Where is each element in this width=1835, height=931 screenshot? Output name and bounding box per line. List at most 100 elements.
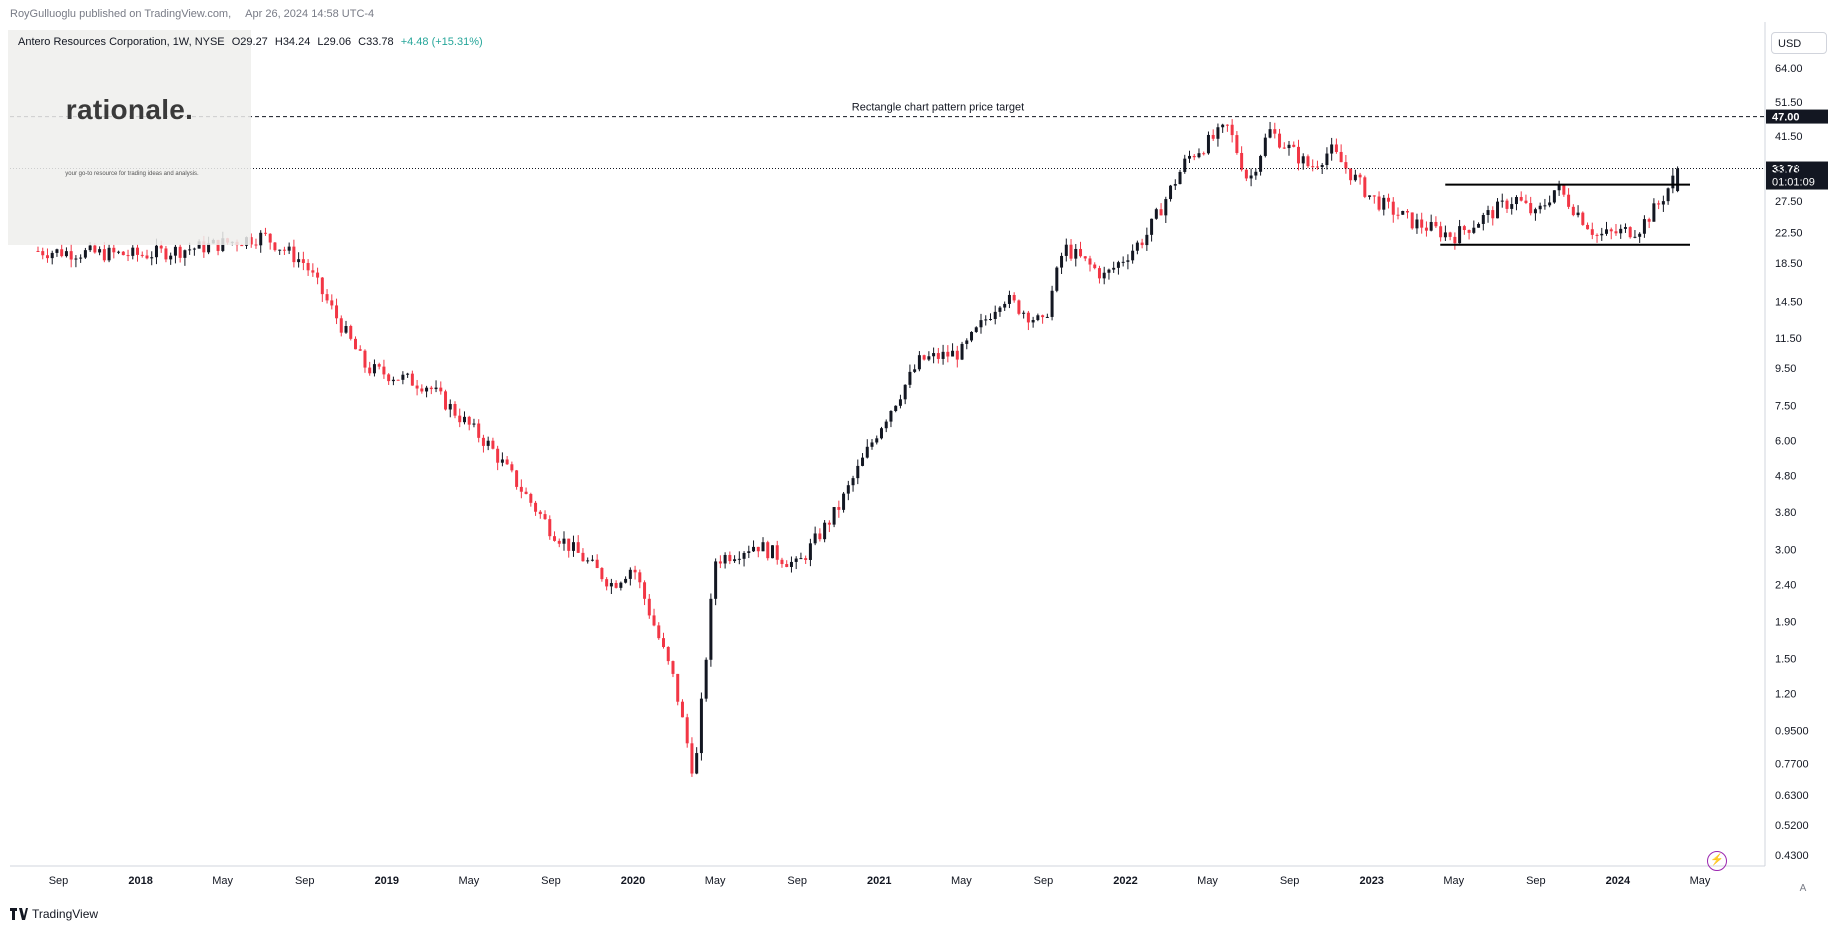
candle-body (1221, 124, 1225, 128)
candle (695, 747, 699, 775)
candle (1372, 195, 1376, 204)
candle (1661, 195, 1665, 212)
candle-body (1548, 202, 1552, 206)
candle-body (624, 578, 628, 583)
candle (643, 580, 647, 606)
candle-body (823, 522, 827, 540)
candle (524, 487, 528, 495)
x-tick-label: May (951, 875, 972, 887)
symbol-legend[interactable]: Antero Resources Corporation, 1W, NYSE O… (18, 36, 487, 48)
candle (1538, 202, 1542, 214)
candle-body (519, 486, 523, 492)
candle (1112, 261, 1116, 273)
candle (1524, 194, 1528, 205)
candle-body (107, 247, 111, 261)
candle (1216, 123, 1220, 147)
candle (1477, 222, 1481, 228)
candle-body (643, 582, 647, 599)
candle-body (1344, 162, 1348, 169)
candle-body (652, 615, 656, 626)
lightning-icon[interactable]: ⚡ (1707, 851, 1727, 871)
candle-body (690, 743, 694, 774)
candle-body (1069, 244, 1073, 259)
y-tick-label: 27.50 (1775, 196, 1803, 208)
candle (1420, 212, 1424, 234)
candle-body (439, 387, 443, 392)
candle (837, 500, 841, 518)
candle (1287, 140, 1291, 156)
candle-body (1083, 256, 1087, 259)
candle (249, 233, 253, 248)
candle-body (548, 519, 552, 537)
candle-body (1249, 175, 1253, 179)
candle (993, 305, 997, 325)
footer-brand[interactable]: TradingView (10, 907, 98, 921)
candle (382, 359, 386, 379)
candle-body (647, 598, 651, 616)
candle-body (481, 437, 485, 446)
candle-body (979, 320, 983, 328)
candle-body (178, 246, 182, 258)
candle (903, 384, 907, 405)
legend-low: L29.06 (317, 36, 352, 48)
candle-body (1164, 199, 1168, 216)
candle-body (1652, 203, 1656, 222)
candle (1647, 217, 1651, 229)
candle (1642, 215, 1646, 238)
candle-body (1358, 174, 1362, 178)
y-tick-label: 3.00 (1775, 544, 1796, 556)
candle-body (1197, 153, 1201, 158)
candle (1268, 121, 1272, 139)
candle-body (633, 569, 637, 573)
candle-body (1240, 152, 1244, 170)
y-tick-label: 6.00 (1775, 435, 1796, 447)
candle-body (1628, 227, 1632, 238)
candle (752, 540, 756, 553)
candle (377, 362, 381, 370)
candle-body (83, 250, 87, 258)
candle-body (1230, 124, 1234, 136)
candle (1462, 224, 1466, 235)
candle (1192, 154, 1196, 161)
x-tick-label: 2019 (375, 875, 399, 887)
candle (714, 558, 718, 606)
candle-body (415, 385, 419, 389)
candle (1486, 205, 1490, 223)
candle (515, 469, 519, 490)
candle-body (567, 538, 571, 551)
candle-body (1339, 151, 1343, 163)
candle (173, 244, 177, 264)
candle (785, 560, 789, 568)
candle-body (1647, 219, 1651, 222)
candle (1458, 219, 1462, 244)
candle-body (1060, 255, 1064, 268)
candle-body (112, 247, 116, 253)
candle (169, 252, 173, 265)
candle-body (1121, 261, 1125, 263)
x-tick-label: May (1690, 875, 1711, 887)
candle-body (453, 403, 457, 416)
auto-scale-button[interactable]: A (1799, 883, 1807, 894)
y-tick-label: 0.7700 (1775, 758, 1809, 770)
candle (481, 434, 485, 453)
candle-body (188, 249, 192, 251)
candle-body (1041, 315, 1045, 318)
candle (1571, 204, 1575, 217)
currency-selector[interactable]: USD (1771, 32, 1827, 54)
candle (1206, 131, 1210, 155)
candle-body (1244, 169, 1248, 179)
candle (1453, 232, 1457, 250)
candle-body (1169, 185, 1173, 200)
candle (325, 289, 329, 304)
candle-body (1353, 174, 1357, 181)
candle-body (846, 485, 850, 494)
candle-body (609, 582, 613, 587)
candle (1552, 190, 1556, 204)
candle (1135, 240, 1139, 255)
candle-body (1481, 215, 1485, 224)
x-tick-label: 2021 (867, 875, 891, 887)
candle (676, 673, 680, 706)
candle (823, 520, 827, 543)
candle (164, 245, 168, 263)
